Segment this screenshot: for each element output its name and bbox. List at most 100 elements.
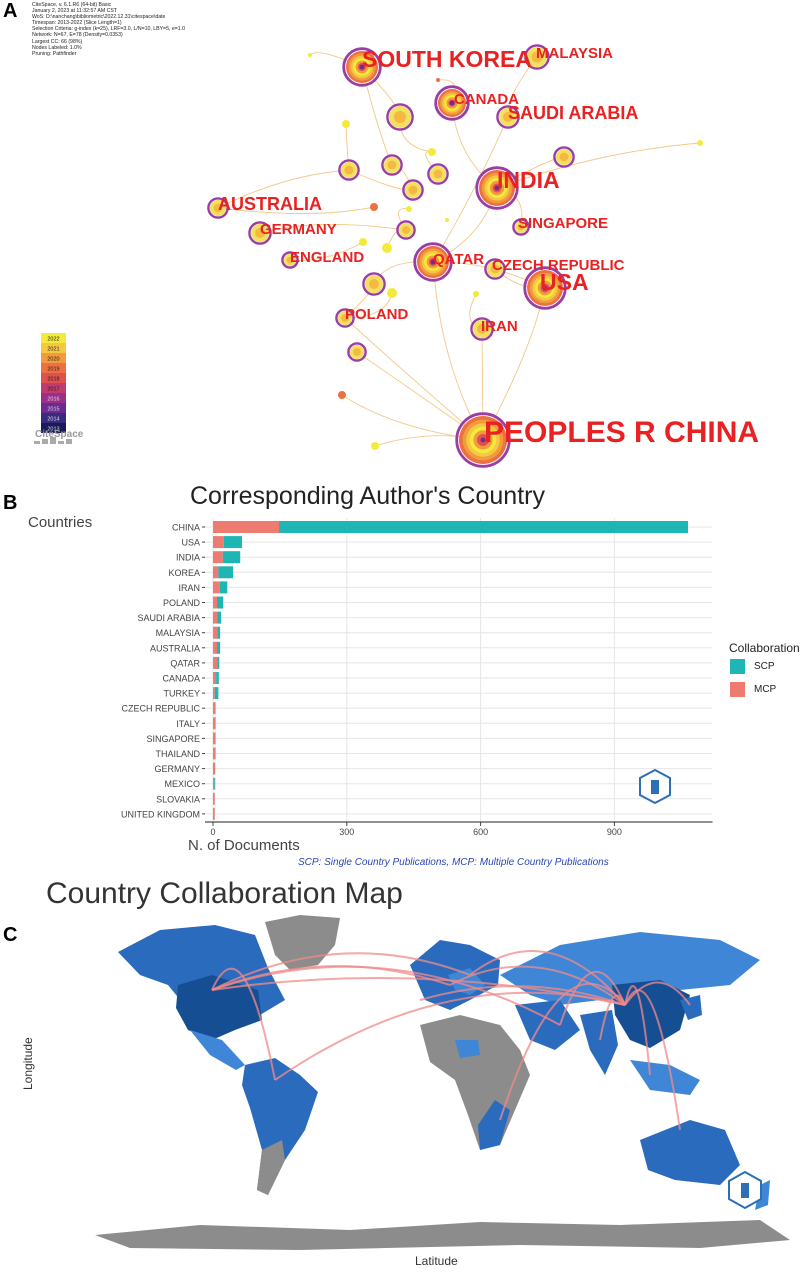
network-edge xyxy=(496,142,701,189)
network-node xyxy=(386,103,414,131)
category-label: MALAYSIA xyxy=(156,628,200,638)
network-node xyxy=(427,163,449,185)
map-y-label: Longitude xyxy=(21,1037,35,1090)
year-label: 2016 xyxy=(47,397,59,403)
country-label: IRAN xyxy=(481,318,518,335)
network-node xyxy=(434,85,470,121)
year-swatch xyxy=(41,373,66,383)
node-ring xyxy=(213,203,223,213)
node-core xyxy=(480,437,486,443)
bar-scp xyxy=(214,777,216,790)
category-label: SINGAPORE xyxy=(146,734,200,744)
node-centrality-ring xyxy=(347,342,367,362)
bar-scp xyxy=(217,626,221,639)
node-ring xyxy=(697,140,703,146)
landmass-argentina-chile xyxy=(257,1140,285,1195)
panel-letter-c: C xyxy=(3,924,18,946)
node-centrality-ring xyxy=(434,85,470,121)
node-ring xyxy=(338,391,346,399)
bar-mcp xyxy=(213,687,215,700)
node-ring xyxy=(406,206,412,212)
collaboration-link xyxy=(624,981,691,1006)
network-node xyxy=(512,218,530,236)
node-core xyxy=(449,100,455,106)
network-node xyxy=(382,243,392,253)
legend-label-scp: SCP xyxy=(754,661,775,672)
collaboration-link xyxy=(624,989,681,1131)
landmass-south-america xyxy=(242,1058,318,1195)
bar-mcp xyxy=(213,807,215,820)
network-node xyxy=(496,105,520,129)
network-node xyxy=(484,258,506,280)
collaboration-link xyxy=(449,965,626,1006)
citespace-metadata: CiteSpace, v. 6.1.R6 (64-bit) Basic Janua… xyxy=(32,2,185,57)
year-legend: 2022 2021 2020 2019 2018 2017 2016 2015 2014 2013 xyxy=(41,333,66,433)
year-label: 2014 xyxy=(47,417,59,423)
node-centrality-ring xyxy=(512,218,530,236)
logo-block xyxy=(50,437,56,444)
category-label: CZECH REPUBLIC xyxy=(121,704,200,714)
bar-scp xyxy=(214,687,219,700)
category-label: USA xyxy=(181,538,200,548)
bar-chart-x-label: N. of Documents xyxy=(188,837,300,854)
logo-block xyxy=(66,439,72,444)
country-label: USA xyxy=(540,269,589,295)
panel-letter-b: B xyxy=(3,492,18,514)
bar-chart: 0 300 600 900 CHINA USA INDIA KOREA IRAN POLAND SA… xyxy=(121,518,713,837)
category-label: AUSTRALIA xyxy=(150,643,200,653)
landmass-antarctica xyxy=(95,1220,790,1250)
year-swatch xyxy=(41,353,66,363)
node-ring xyxy=(255,228,265,238)
metadata-line: Pruning: Pathfinder xyxy=(32,50,77,57)
bar-scp xyxy=(217,641,221,654)
node-ring xyxy=(286,256,294,264)
category-label: ITALY xyxy=(176,719,200,729)
bar-chart-y-label: Countries xyxy=(28,514,93,531)
node-ring xyxy=(402,226,410,234)
bar-mcp xyxy=(213,566,219,579)
network-node xyxy=(428,148,436,156)
category-label: QATAR xyxy=(170,658,200,668)
metadata-line: Nodes Labeled: 1.0% xyxy=(32,44,82,51)
landmass-china xyxy=(612,980,690,1048)
year-swatch xyxy=(41,343,66,353)
logo-mark xyxy=(651,780,659,794)
metadata-line: Timespan: 2013-2022 (Slice Length=1) xyxy=(32,20,122,27)
logo-block xyxy=(34,441,40,444)
year-swatch xyxy=(41,393,66,403)
x-tick-label: 600 xyxy=(473,827,488,837)
node-ring xyxy=(387,288,397,298)
bar-mcp xyxy=(213,717,216,730)
x-tick-label: 900 xyxy=(607,827,622,837)
node-centrality-ring xyxy=(524,44,550,70)
bar-scp xyxy=(216,672,219,684)
landmass-greenland xyxy=(265,915,340,970)
legend-swatch-mcp xyxy=(730,682,745,697)
category-label: CHINA xyxy=(172,523,200,533)
country-label: INDIA xyxy=(497,167,560,193)
collaboration-link xyxy=(499,983,626,1121)
collaboration-link xyxy=(419,985,626,1006)
network-edge xyxy=(217,169,350,209)
plot-background xyxy=(205,518,713,822)
collaboration-link xyxy=(274,991,626,1081)
bibliometrix-map-logo xyxy=(728,1170,762,1210)
network-node xyxy=(342,47,382,87)
country-label: POLAND xyxy=(345,306,409,323)
node-centrality-ring xyxy=(362,272,386,296)
collaboration-link xyxy=(599,994,626,1041)
network-node xyxy=(248,221,272,245)
network-node xyxy=(387,288,397,298)
collaboration-link xyxy=(624,985,651,1076)
network-node xyxy=(445,218,449,222)
node-core xyxy=(542,285,548,291)
bar-mcp xyxy=(213,611,218,624)
node-ring xyxy=(341,314,349,322)
node-ring xyxy=(436,78,440,82)
landmass-australia xyxy=(640,1120,740,1185)
country-label: GERMANY xyxy=(260,221,337,238)
landmass-usa xyxy=(176,975,262,1040)
node-centrality-ring xyxy=(553,146,575,168)
bar-chart-title: Corresponding Author's Country xyxy=(190,482,545,510)
bar-scp xyxy=(219,581,228,594)
